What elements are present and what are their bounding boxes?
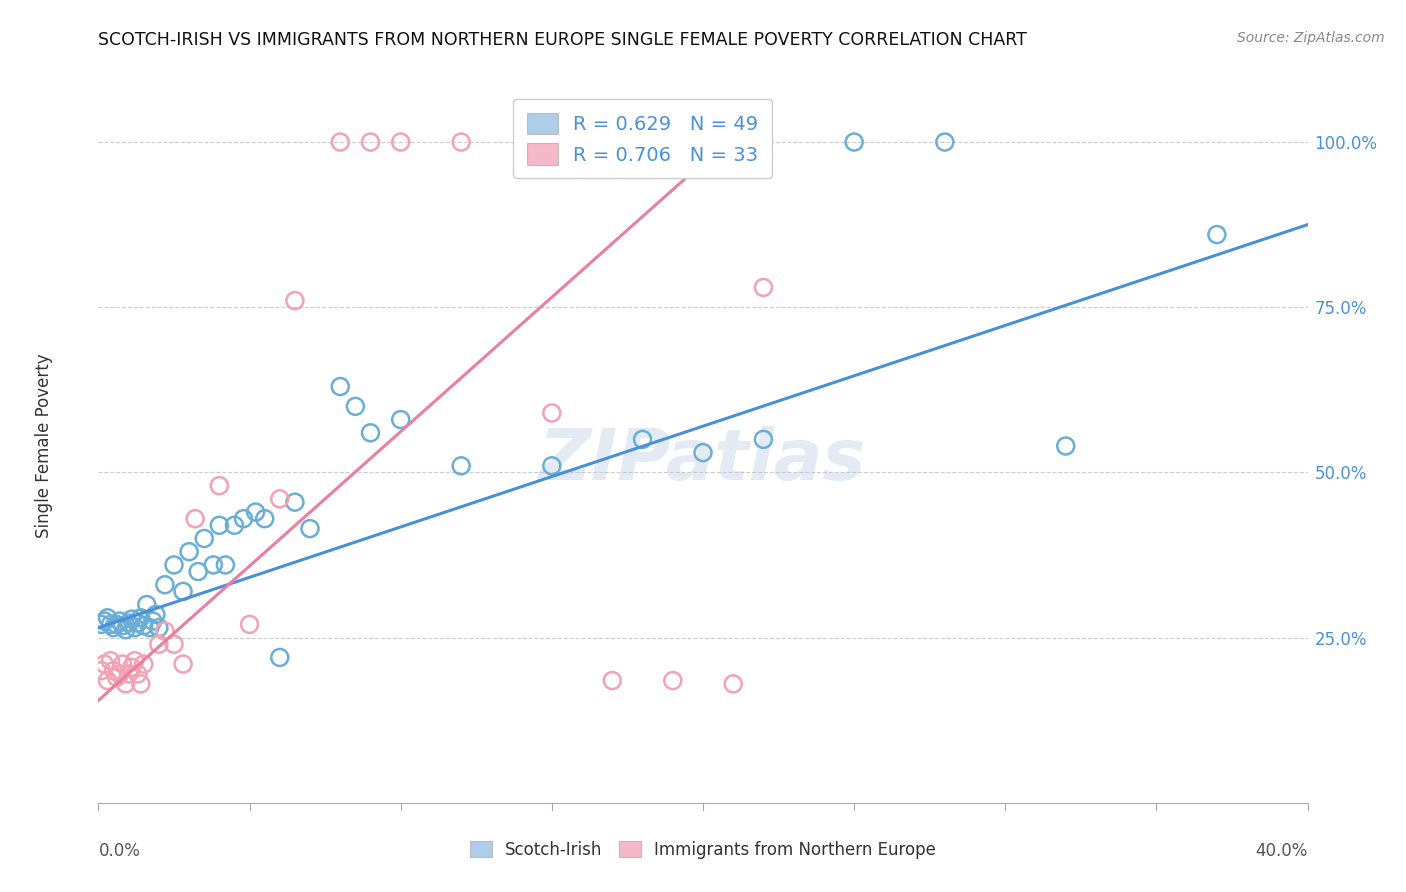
Point xyxy=(105,670,128,684)
Point xyxy=(602,673,624,688)
Text: 40.0%: 40.0% xyxy=(1256,842,1308,860)
Point xyxy=(662,673,685,688)
Point xyxy=(148,621,170,635)
Point xyxy=(214,558,236,572)
Point xyxy=(172,584,194,599)
Point xyxy=(692,445,714,459)
Point xyxy=(208,478,231,492)
Point xyxy=(127,667,149,681)
Point xyxy=(96,673,118,688)
Text: SCOTCH-IRISH VS IMMIGRANTS FROM NORTHERN EUROPE SINGLE FEMALE POVERTY CORRELATIO: SCOTCH-IRISH VS IMMIGRANTS FROM NORTHERN… xyxy=(98,31,1028,49)
Point xyxy=(253,511,276,525)
Point xyxy=(239,617,262,632)
Point xyxy=(111,618,134,632)
Point xyxy=(163,558,186,572)
Point xyxy=(202,558,225,572)
Point xyxy=(148,637,170,651)
Point xyxy=(540,406,562,420)
Point xyxy=(329,135,352,149)
Point xyxy=(193,532,215,546)
Point xyxy=(540,458,562,473)
Point xyxy=(103,621,125,635)
Point xyxy=(723,677,745,691)
Point xyxy=(153,624,176,638)
Point xyxy=(245,505,267,519)
Point xyxy=(142,614,165,628)
Point xyxy=(105,617,128,632)
Point xyxy=(96,611,118,625)
Point xyxy=(93,657,115,671)
Point xyxy=(269,491,291,506)
Point xyxy=(108,667,131,681)
Point xyxy=(118,616,141,631)
Text: Single Female Poverty: Single Female Poverty xyxy=(35,354,53,538)
Point xyxy=(450,458,472,473)
Point xyxy=(100,654,122,668)
Point xyxy=(114,677,136,691)
Point xyxy=(118,667,141,681)
Point xyxy=(1206,227,1229,242)
Point xyxy=(232,511,254,525)
Point xyxy=(108,614,131,628)
Point xyxy=(224,518,246,533)
Point xyxy=(329,379,352,393)
Point xyxy=(90,617,112,632)
Point xyxy=(145,607,167,622)
Point xyxy=(360,425,382,440)
Point xyxy=(1054,439,1077,453)
Legend: Scotch-Irish, Immigrants from Northern Europe: Scotch-Irish, Immigrants from Northern E… xyxy=(464,835,942,866)
Point xyxy=(124,621,146,635)
Point xyxy=(132,657,155,671)
Point xyxy=(752,280,775,294)
Point xyxy=(127,616,149,631)
Point xyxy=(135,598,157,612)
Point xyxy=(93,614,115,628)
Point xyxy=(187,565,209,579)
Point xyxy=(299,522,322,536)
Point xyxy=(121,660,143,674)
Point xyxy=(163,637,186,651)
Text: ZIPatlas: ZIPatlas xyxy=(540,425,866,495)
Point xyxy=(450,135,472,149)
Point xyxy=(269,650,291,665)
Point xyxy=(389,135,412,149)
Point xyxy=(114,623,136,637)
Point xyxy=(344,400,367,414)
Point xyxy=(752,433,775,447)
Point xyxy=(129,611,152,625)
Point xyxy=(153,578,176,592)
Point xyxy=(121,612,143,626)
Point xyxy=(389,412,412,426)
Point xyxy=(132,618,155,632)
Point xyxy=(284,495,307,509)
Point xyxy=(139,621,162,635)
Point xyxy=(284,293,307,308)
Point xyxy=(100,617,122,632)
Point xyxy=(111,657,134,671)
Point xyxy=(184,511,207,525)
Point xyxy=(129,677,152,691)
Point xyxy=(103,664,125,678)
Text: Source: ZipAtlas.com: Source: ZipAtlas.com xyxy=(1237,31,1385,45)
Point xyxy=(124,654,146,668)
Point xyxy=(179,545,201,559)
Point xyxy=(208,518,231,533)
Point xyxy=(172,657,194,671)
Point xyxy=(90,664,112,678)
Point xyxy=(934,135,956,149)
Point xyxy=(844,135,866,149)
Point xyxy=(360,135,382,149)
Text: 0.0%: 0.0% xyxy=(98,842,141,860)
Point xyxy=(631,433,654,447)
